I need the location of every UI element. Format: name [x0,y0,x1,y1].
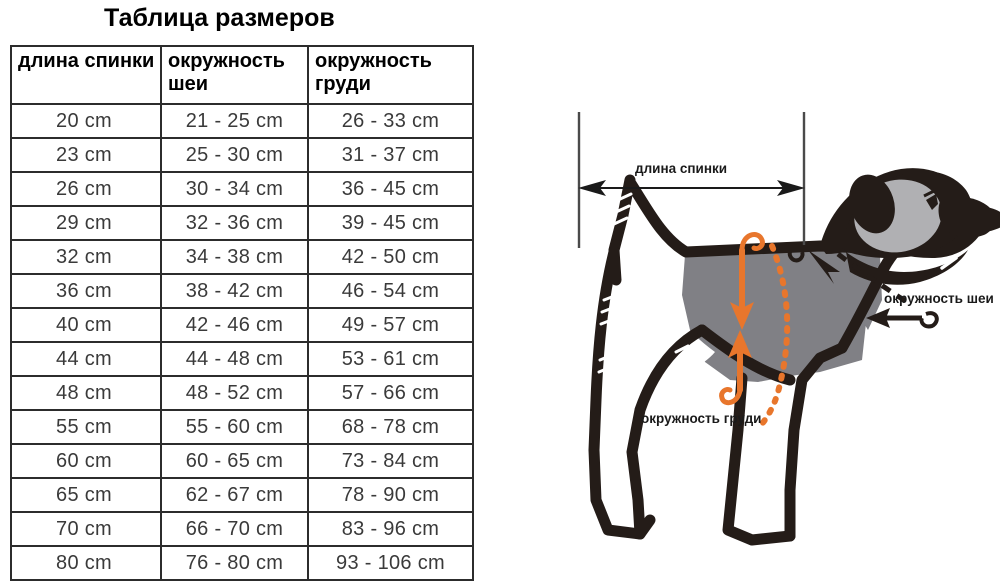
table-cell: 93 - 106 cm [307,545,474,581]
table-cell: 30 - 34 cm [160,171,309,207]
column-header-back-length: длина спинки [10,45,162,105]
table-row: 44 cm 44 - 48 cm 53 - 61 cm [10,341,474,377]
neck-arrow-lower-head [866,308,890,328]
body-underside-white [640,262,715,374]
table-cell: 60 cm [10,443,162,479]
table-body: 20 cm 21 - 25 cm 26 - 33 cm 23 cm 25 - 30 cm… [10,103,474,581]
table-cell: 76 - 80 cm [160,545,309,581]
fur-stripes-leg [674,344,698,374]
neck-hook-lower [919,311,939,329]
table-row: 70 cm 66 - 70 cm 83 - 96 cm [10,511,474,547]
eye-icon [926,194,938,210]
hind-leg-rear-outline [588,246,656,540]
table-row: 40 cm 42 - 46 cm 49 - 57 cm [10,307,474,343]
chest-dotted-curve [759,243,791,427]
table-row: 48 cm 48 - 52 cm 57 - 66 cm [10,375,474,411]
table-cell: 46 - 54 cm [307,273,474,309]
ear-patch [849,174,895,234]
table-cell: 26 cm [10,171,162,207]
neck-arrow-upper [808,250,840,284]
table-cell: 39 - 45 cm [307,205,474,241]
table-cell: 68 - 78 cm [307,409,474,445]
table-cell: 78 - 90 cm [307,477,474,513]
table-cell: 55 cm [10,409,162,445]
table-cell: 83 - 96 cm [307,511,474,547]
label-chest-girth: окружность груди [641,411,762,426]
table-cell: 32 cm [10,239,162,275]
neck-hook-upper [787,246,805,263]
fur-stripes-tail [597,192,633,374]
chest-arrow-up-hook [719,387,743,406]
table-row: 36 cm 38 - 42 cm 46 - 54 cm [10,273,474,309]
label-back-length: длина спинки [635,161,728,176]
table-cell: 38 - 42 cm [160,273,309,309]
table-row: 65 cm 62 - 67 cm 78 - 90 cm [10,477,474,513]
fur-stripes [940,256,974,286]
muzzle-outline [938,196,995,238]
table-row: 23 cm 25 - 30 cm 31 - 37 cm [10,137,474,173]
page-title: Таблица размеров [104,4,335,32]
chest-arrow-down-head [730,302,754,330]
table-cell: 23 cm [10,137,162,173]
table-cell: 65 cm [10,477,162,513]
jaw-outline [846,250,968,285]
table-cell: 32 - 36 cm [160,205,309,241]
size-table: длина спинки окружность шеи окружность г… [10,45,474,581]
table-cell: 53 - 61 cm [307,341,474,377]
neck-dashed-line [836,251,912,307]
table-cell: 36 cm [10,273,162,309]
table-cell: 60 - 65 cm [160,443,309,479]
table-cell: 40 cm [10,307,162,343]
table-cell: 36 - 45 cm [307,171,474,207]
table-row: 20 cm 21 - 25 cm 26 - 33 cm [10,103,474,139]
front-leg-rear-outline [722,372,796,546]
table-cell: 73 - 84 cm [307,443,474,479]
table-cell: 42 - 46 cm [160,307,309,343]
table-row: 55 cm 55 - 60 cm 68 - 78 cm [10,409,474,445]
back-length-arrowhead-right [777,180,805,196]
column-header-neck-girth: окружность шеи [160,45,309,105]
label-neck-girth: окружность шеи [884,291,994,306]
table-cell: 55 - 60 cm [160,409,309,445]
table-cell: 57 - 66 cm [307,375,474,411]
table-cell: 34 - 38 cm [160,239,309,275]
front-leg-front-outline [784,342,848,542]
table-row: 60 cm 60 - 65 cm 73 - 84 cm [10,443,474,479]
table-cell: 66 - 70 cm [160,511,309,547]
table-row: 26 cm 30 - 34 cm 36 - 45 cm [10,171,474,207]
column-header-chest-girth: окружность груди [307,45,474,105]
hind-leg-front-outline [626,324,708,540]
table-cell: 29 cm [10,205,162,241]
table-row: 29 cm 32 - 36 cm 39 - 45 cm [10,205,474,241]
table-cell: 44 cm [10,341,162,377]
table-cell: 48 - 52 cm [160,375,309,411]
topline-outline [624,176,871,258]
table-cell: 70 cm [10,511,162,547]
table-header-row: длина спинки окружность шеи окружность г… [10,45,474,105]
dog-measurement-diagram: длина спинки окружность шеи окружность г… [490,0,1000,567]
back-length-arrowhead-left [578,180,606,196]
table-cell: 80 cm [10,545,162,581]
table-cell: 42 - 50 cm [307,239,474,275]
chest-arrow-down-hook [739,232,765,253]
table-row: 80 cm 76 - 80 cm 93 - 106 cm [10,545,474,581]
table-cell: 20 cm [10,103,162,139]
size-chart-page: Таблица размеров длина спинки окружность… [10,0,1000,581]
table-cell: 26 - 33 cm [307,103,474,139]
table-row: 32 cm 34 - 38 cm 42 - 50 cm [10,239,474,275]
eye-lash [923,186,941,198]
table-cell: 49 - 57 cm [307,307,474,343]
table-cell: 62 - 67 cm [160,477,309,513]
table-cell: 44 - 48 cm [160,341,309,377]
table-cell: 31 - 37 cm [307,137,474,173]
table-cell: 25 - 30 cm [160,137,309,173]
chest-arrow-up-head [728,330,752,358]
table-cell: 48 cm [10,375,162,411]
table-cell: 21 - 25 cm [160,103,309,139]
